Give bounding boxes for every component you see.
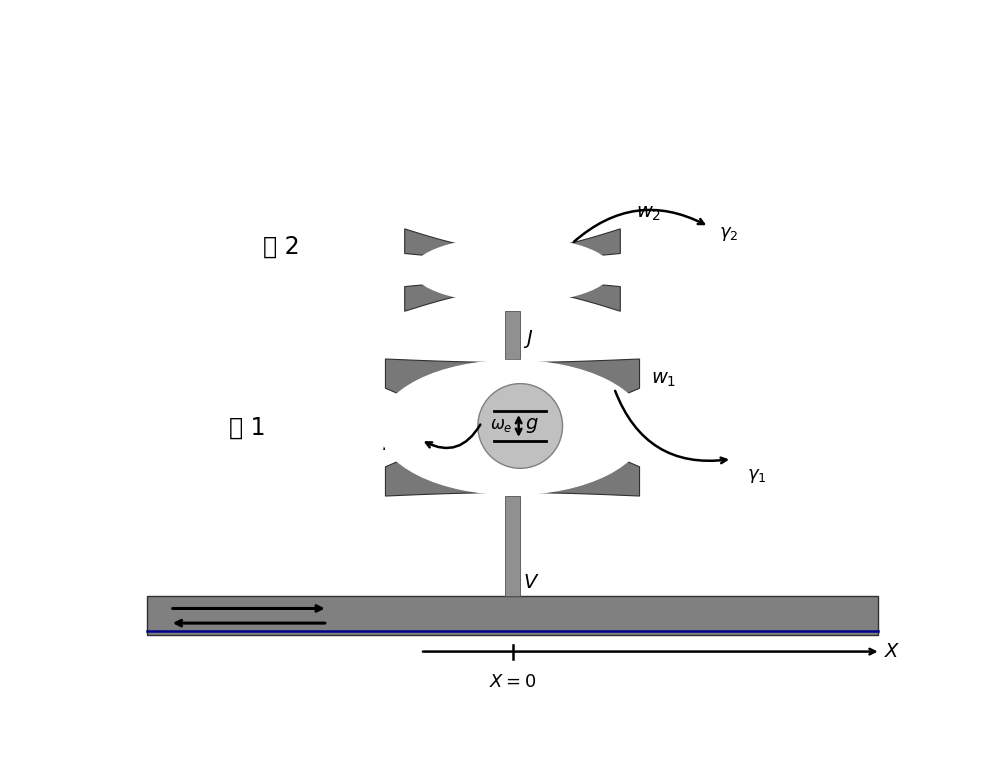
Text: $V$: $V$: [523, 575, 539, 592]
Circle shape: [478, 383, 563, 468]
Text: $X=0$: $X=0$: [489, 673, 536, 691]
Polygon shape: [405, 229, 620, 260]
Text: $g$: $g$: [525, 415, 538, 435]
Polygon shape: [385, 432, 640, 496]
Text: $\gamma_2$: $\gamma_2$: [719, 225, 738, 243]
Ellipse shape: [379, 360, 646, 494]
Text: $\omega_e$: $\omega_e$: [490, 417, 512, 434]
Text: 腔 1: 腔 1: [229, 415, 265, 440]
Text: $w_2$: $w_2$: [636, 204, 661, 223]
Polygon shape: [405, 280, 620, 311]
Ellipse shape: [413, 237, 612, 303]
Bar: [147, 596, 878, 635]
Bar: [505, 496, 520, 596]
Text: $w_1$: $w_1$: [651, 370, 676, 389]
Text: $X$: $X$: [884, 643, 900, 661]
Polygon shape: [385, 359, 640, 423]
Text: $\gamma_1$: $\gamma_1$: [747, 467, 767, 485]
Text: $\gamma_s$: $\gamma_s$: [379, 434, 398, 452]
Text: 腔 2: 腔 2: [263, 235, 300, 259]
Text: $J$: $J$: [523, 328, 533, 350]
Bar: [505, 311, 520, 359]
